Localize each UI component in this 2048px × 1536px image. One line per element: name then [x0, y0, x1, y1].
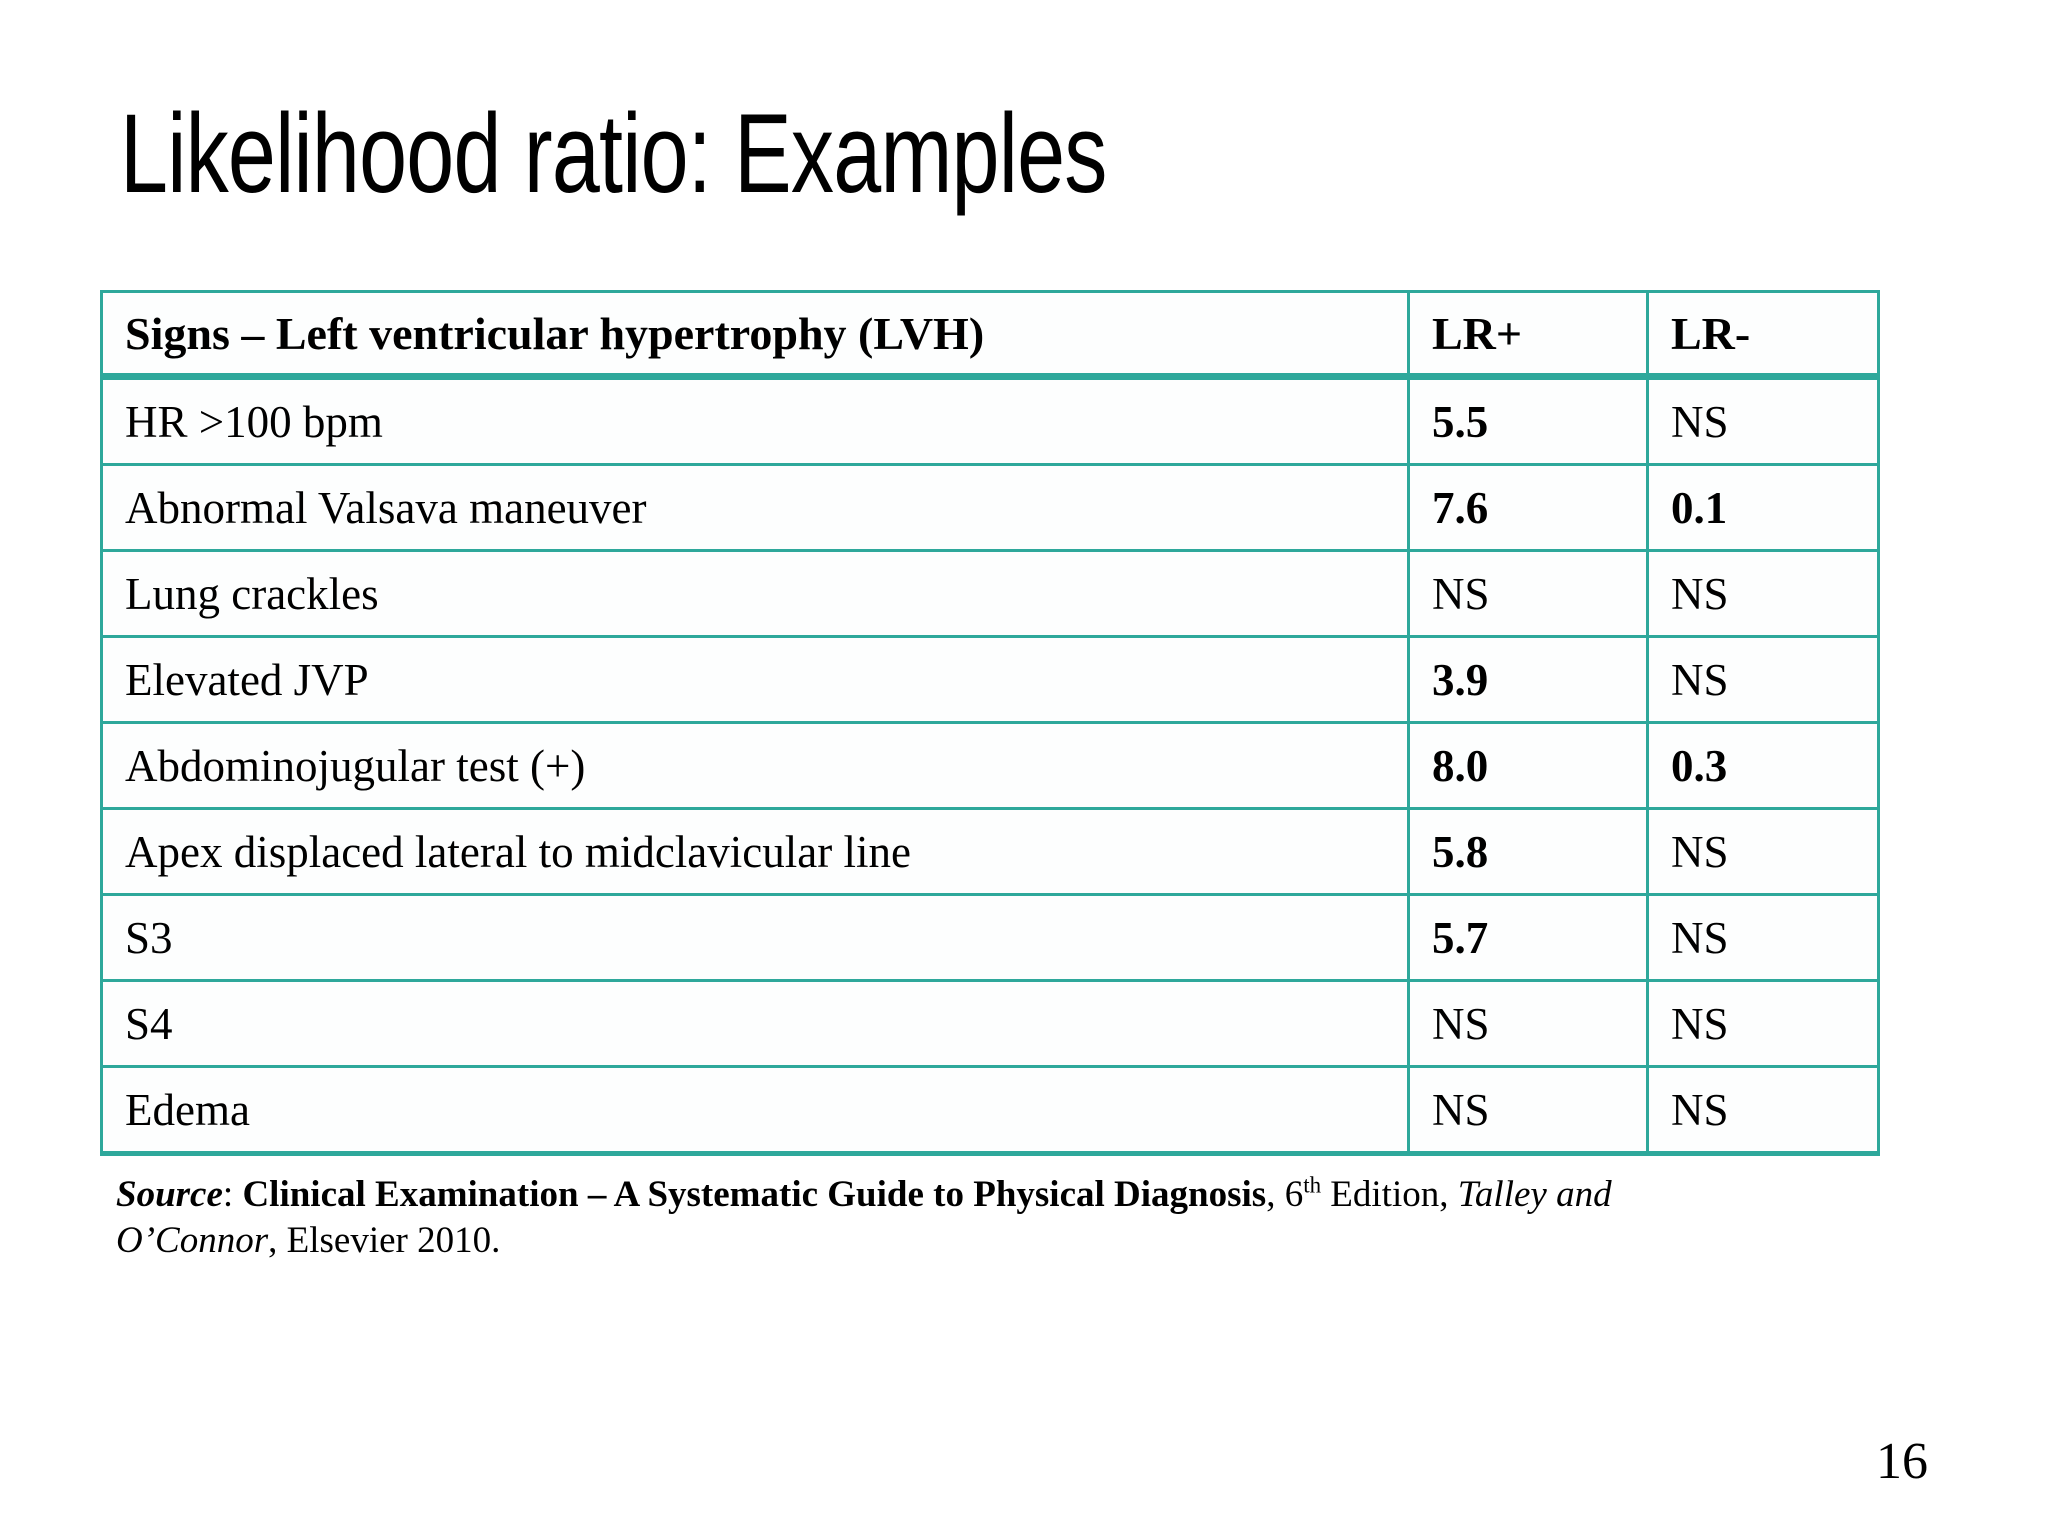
source-authors-line2: O’Connor — [116, 1219, 269, 1261]
lr-minus-cell: NS — [1646, 893, 1880, 982]
table-row: Abdominojugular test (+) 8.0 0.3 — [100, 721, 1880, 810]
sign-cell: S4 — [100, 979, 1410, 1068]
lr-minus-cell: NS — [1646, 1065, 1880, 1156]
lr-minus-cell: NS — [1646, 375, 1880, 466]
header-signs: Signs – Left ventricular hypertrophy (LV… — [100, 290, 1410, 380]
table-row: HR >100 bpm 5.5 NS — [100, 375, 1880, 466]
lr-minus-cell: NS — [1646, 549, 1880, 638]
lr-plus-cell: 8.0 — [1407, 721, 1649, 810]
lr-plus-cell: NS — [1407, 1065, 1649, 1156]
lr-plus-cell: 3.9 — [1407, 635, 1649, 724]
page-title: Likelihood ratio: Examples — [120, 98, 1401, 210]
source-label: Source — [116, 1174, 223, 1215]
sign-cell: Edema — [100, 1065, 1410, 1156]
lr-plus-cell: 5.8 — [1407, 807, 1649, 896]
page-number: 16 — [1876, 1433, 1928, 1490]
source-edition: Edition, — [1321, 1174, 1458, 1215]
source-citation: Source: Clinical Examination – A Systema… — [116, 1172, 1876, 1264]
table-row: Apex displaced lateral to midclavicular … — [100, 807, 1880, 896]
lr-plus-cell: 5.7 — [1407, 893, 1649, 982]
header-lr-minus: LR- — [1646, 290, 1880, 380]
source-authors-line1: Talley and — [1457, 1174, 1612, 1215]
table-row: S4 NS NS — [100, 979, 1880, 1068]
lr-plus-cell: 5.5 — [1407, 375, 1649, 466]
table-header-row: Signs – Left ventricular hypertrophy (LV… — [100, 290, 1880, 380]
header-lr-plus: LR+ — [1407, 290, 1649, 380]
lr-minus-cell: NS — [1646, 635, 1880, 724]
likelihood-ratio-table: Signs – Left ventricular hypertrophy (LV… — [100, 290, 1880, 1156]
lr-minus-cell: 0.3 — [1646, 721, 1880, 810]
sign-cell: S3 — [100, 893, 1410, 982]
table-row: Lung crackles NS NS — [100, 549, 1880, 638]
source-edition-superscript: th — [1303, 1172, 1322, 1198]
table-row: Abnormal Valsava maneuver 7.6 0.1 — [100, 463, 1880, 552]
source-mid: , 6 — [1266, 1174, 1304, 1215]
source-tail: , Elsevier 2010. — [268, 1219, 501, 1261]
table-row: Elevated JVP 3.9 NS — [100, 635, 1880, 724]
table-row: Edema NS NS — [100, 1065, 1880, 1156]
sign-cell: HR >100 bpm — [100, 375, 1410, 466]
lr-plus-cell: NS — [1407, 979, 1649, 1068]
source-colon: : — [222, 1174, 243, 1215]
lr-minus-cell: NS — [1646, 979, 1880, 1068]
sign-cell: Apex displaced lateral to midclavicular … — [100, 807, 1410, 896]
sign-cell: Abnormal Valsava maneuver — [100, 463, 1410, 552]
source-book-title: Clinical Examination – A Systematic Guid… — [242, 1174, 1267, 1215]
sign-cell: Lung crackles — [100, 549, 1410, 638]
lr-plus-cell: 7.6 — [1407, 463, 1649, 552]
sign-cell: Elevated JVP — [100, 635, 1410, 724]
page-title-text: Likelihood ratio: Examples — [120, 91, 1107, 216]
lr-minus-cell: NS — [1646, 807, 1880, 896]
lr-plus-cell: NS — [1407, 549, 1649, 638]
lr-minus-cell: 0.1 — [1646, 463, 1880, 552]
sign-cell: Abdominojugular test (+) — [100, 721, 1410, 810]
table-row: S3 5.7 NS — [100, 893, 1880, 982]
